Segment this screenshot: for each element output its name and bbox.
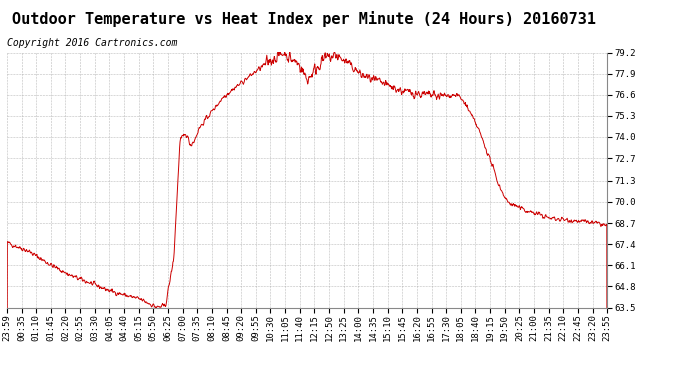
Text: Copyright 2016 Cartronics.com: Copyright 2016 Cartronics.com: [7, 38, 177, 48]
Text: Outdoor Temperature vs Heat Index per Minute (24 Hours) 20160731: Outdoor Temperature vs Heat Index per Mi…: [12, 11, 595, 27]
